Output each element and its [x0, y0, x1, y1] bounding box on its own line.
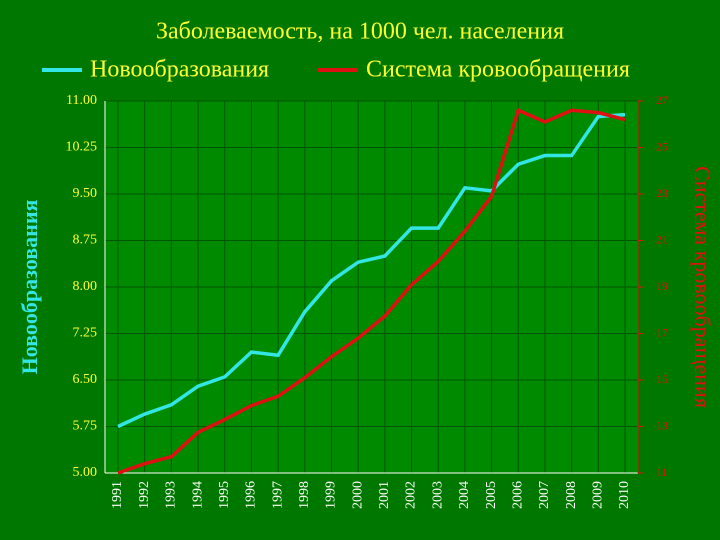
x-tick-label: 2004 [457, 481, 472, 509]
x-tick-label: 2006 [510, 481, 525, 509]
x-tick-label: 1996 [244, 481, 259, 509]
x-tick-label: 1994 [190, 481, 205, 509]
y-tick-label: 5.75 [73, 419, 98, 434]
y-tick-label: 5.00 [73, 465, 98, 480]
x-tick-label: 2005 [484, 481, 499, 509]
x-tick-label: 2008 [564, 481, 579, 509]
x-tick-label: 2002 [404, 481, 419, 509]
x-tick-label: 1997 [270, 481, 285, 509]
x-tick-label: 2010 [617, 481, 632, 509]
y2-tick-label: 25 [656, 139, 668, 153]
y2-tick-label: 13 [656, 418, 668, 432]
y-tick-label: 11.00 [66, 93, 97, 108]
x-tick-label: 2003 [430, 481, 445, 509]
y2-tick-label: 19 [656, 279, 668, 293]
chart-title: Заболеваемость, на 1000 чел. населения [156, 19, 564, 45]
y-tick-label: 7.25 [73, 326, 98, 341]
y2-tick-label: 17 [656, 325, 668, 339]
legend-label: Система кровообращения [366, 57, 630, 83]
y2-tick-label: 23 [656, 186, 668, 200]
y-tick-label: 9.50 [73, 186, 98, 201]
y2-tick-label: 11 [656, 465, 668, 479]
y2-tick-label: 15 [656, 372, 668, 386]
x-tick-label: 2009 [591, 481, 606, 509]
x-tick-label: 1992 [137, 481, 152, 509]
y-tick-label: 10.25 [66, 140, 98, 155]
x-tick-label: 2000 [350, 481, 365, 509]
y-tick-label: 6.50 [73, 372, 98, 387]
x-tick-label: 1995 [217, 481, 232, 509]
series-line [117, 112, 626, 429]
y-axis-title: Новообразования [17, 199, 42, 374]
x-tick-label: 2001 [377, 481, 392, 509]
y2-tick-label: 27 [656, 93, 668, 107]
y2-tick-label: 21 [656, 232, 668, 246]
x-tick-label: 1991 [110, 481, 125, 509]
x-tick-label: 1993 [164, 481, 179, 509]
y-tick-label: 8.00 [73, 279, 98, 294]
x-tick-label: 2007 [537, 481, 552, 509]
y2-axis-title: Система кровообращения [690, 166, 715, 408]
series-line [117, 107, 626, 475]
legend-label: Новообразования [90, 57, 269, 83]
x-tick-label: 1998 [297, 481, 312, 509]
y-tick-label: 8.75 [73, 233, 98, 248]
x-tick-label: 1999 [324, 481, 339, 509]
